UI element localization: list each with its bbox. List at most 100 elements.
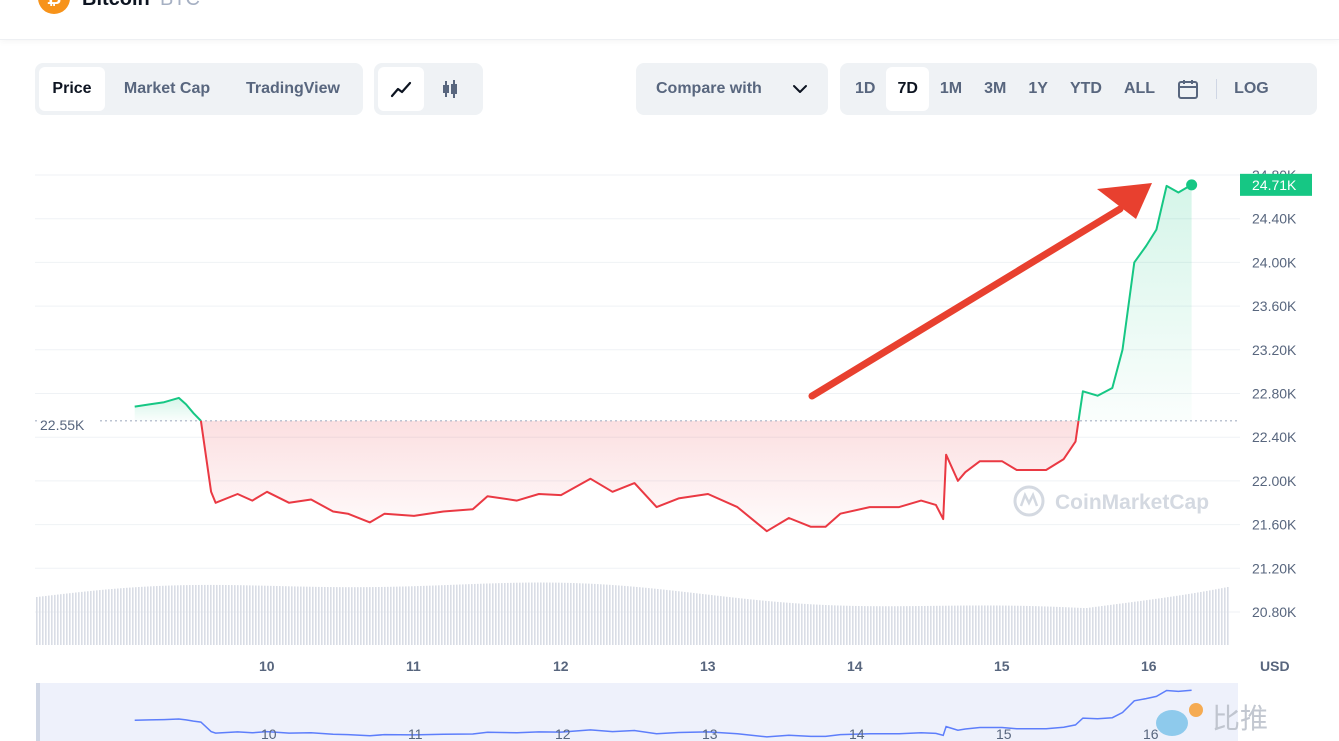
volume-bar [423, 585, 425, 645]
volume-bar [1092, 607, 1094, 645]
volume-bar [165, 585, 167, 645]
line-chart-button[interactable] [378, 67, 424, 111]
navigator-tick-label: 13 [702, 726, 718, 741]
volume-bar [492, 583, 494, 645]
volume-bar [705, 594, 707, 645]
bird-icon [1156, 710, 1188, 736]
volume-bar [693, 592, 695, 645]
candlestick-icon [443, 80, 457, 98]
volume-bar [369, 587, 371, 645]
range-ytd[interactable]: YTD [1069, 80, 1102, 97]
volume-bar [276, 585, 278, 645]
volume-bar [618, 585, 620, 645]
volume-bar [690, 592, 692, 645]
reference-price-label: 22.55K [40, 417, 85, 433]
volume-bar [639, 587, 641, 645]
volume-bar [987, 605, 989, 645]
tab-tradingview[interactable]: TradingView [246, 80, 340, 97]
volume-bar [429, 585, 431, 645]
volume-bar [648, 588, 650, 645]
volume-bar [528, 582, 530, 645]
range-all[interactable]: ALL [1123, 80, 1156, 97]
volume-bar [90, 590, 92, 645]
volume-bar [384, 586, 386, 645]
candlestick-button[interactable] [424, 67, 476, 111]
calendar-icon [1178, 80, 1199, 99]
volume-bar [156, 586, 158, 645]
volume-bar [60, 594, 62, 645]
volume-bar [279, 586, 281, 645]
volume-bar [1089, 607, 1091, 645]
volume-bar [852, 605, 854, 645]
volume-bar [453, 584, 455, 645]
y-tick-label: 24.40K [1252, 211, 1297, 227]
volume-bar [813, 604, 815, 645]
volume-bar [309, 586, 311, 645]
volume-bar [450, 584, 452, 645]
range-7d[interactable]: 7D [886, 67, 929, 111]
volume-bar [1065, 607, 1067, 645]
volume-bar [72, 592, 74, 645]
volume-bar [1227, 587, 1229, 645]
range-1m[interactable]: 1M [939, 80, 963, 97]
range-1d[interactable]: 1D [855, 80, 876, 97]
volume-bar [717, 595, 719, 645]
navigator-handle-left[interactable] [36, 683, 40, 741]
divider [1216, 79, 1218, 99]
volume-bar [1191, 593, 1193, 645]
compare-with-dropdown[interactable]: Compare with [636, 63, 828, 115]
volume-bar [240, 585, 242, 645]
arrow-shaft [808, 205, 1124, 400]
volume-bar [912, 606, 914, 645]
tab-market-cap[interactable]: Market Cap [123, 80, 211, 97]
volume-bar [612, 585, 614, 645]
volume-bar [105, 589, 107, 645]
volume-bar [102, 589, 104, 645]
volume-bar [249, 585, 251, 645]
volume-bar [636, 586, 638, 645]
tab-price[interactable]: Price [39, 67, 105, 111]
volume-bar [351, 587, 353, 645]
volume-bar [1014, 605, 1016, 645]
volume-bar [657, 588, 659, 645]
volume-bar [897, 606, 899, 645]
volume-bar [39, 596, 41, 645]
volume-bar [723, 596, 725, 645]
volume-bar [570, 582, 572, 645]
range-1y[interactable]: 1Y [1028, 80, 1048, 97]
volume-bar [222, 584, 224, 645]
volume-bar [54, 594, 56, 645]
volume-bar [858, 606, 860, 645]
volume-bar [729, 597, 731, 645]
volume-bar [237, 585, 239, 645]
bitcoin-badge-icon [1189, 703, 1203, 717]
volume-bar [747, 599, 749, 645]
volume-bar [264, 585, 266, 645]
volume-bar [246, 585, 248, 645]
volume-bar [738, 598, 740, 645]
volume-bar [81, 591, 83, 645]
volume-bar [261, 585, 263, 645]
compare-label: Compare with [656, 80, 762, 97]
volume-bar [582, 583, 584, 645]
volume-bar [396, 586, 398, 645]
log-scale-toggle[interactable]: LOG [1234, 80, 1269, 97]
volume-bar [1008, 605, 1010, 645]
volume-bar [1200, 591, 1202, 645]
volume-bar [501, 583, 503, 645]
volume-bar [147, 586, 149, 645]
volume-bar [1125, 602, 1127, 645]
volume-bar [354, 587, 356, 645]
volume-bar [888, 606, 890, 645]
volume-bar [975, 605, 977, 645]
volume-bar [774, 601, 776, 645]
range-3m[interactable]: 3M [984, 80, 1007, 97]
volume-bar [1002, 605, 1004, 645]
price-line-down [199, 420, 1080, 533]
volume-bar [984, 605, 986, 645]
calendar-button[interactable] [1166, 67, 1210, 111]
arrow-head [1097, 183, 1152, 219]
range-navigator[interactable]: 10 11 12 13 14 15 16 [36, 683, 1238, 741]
volume-bar [1107, 605, 1109, 645]
volume-bar [1173, 596, 1175, 645]
